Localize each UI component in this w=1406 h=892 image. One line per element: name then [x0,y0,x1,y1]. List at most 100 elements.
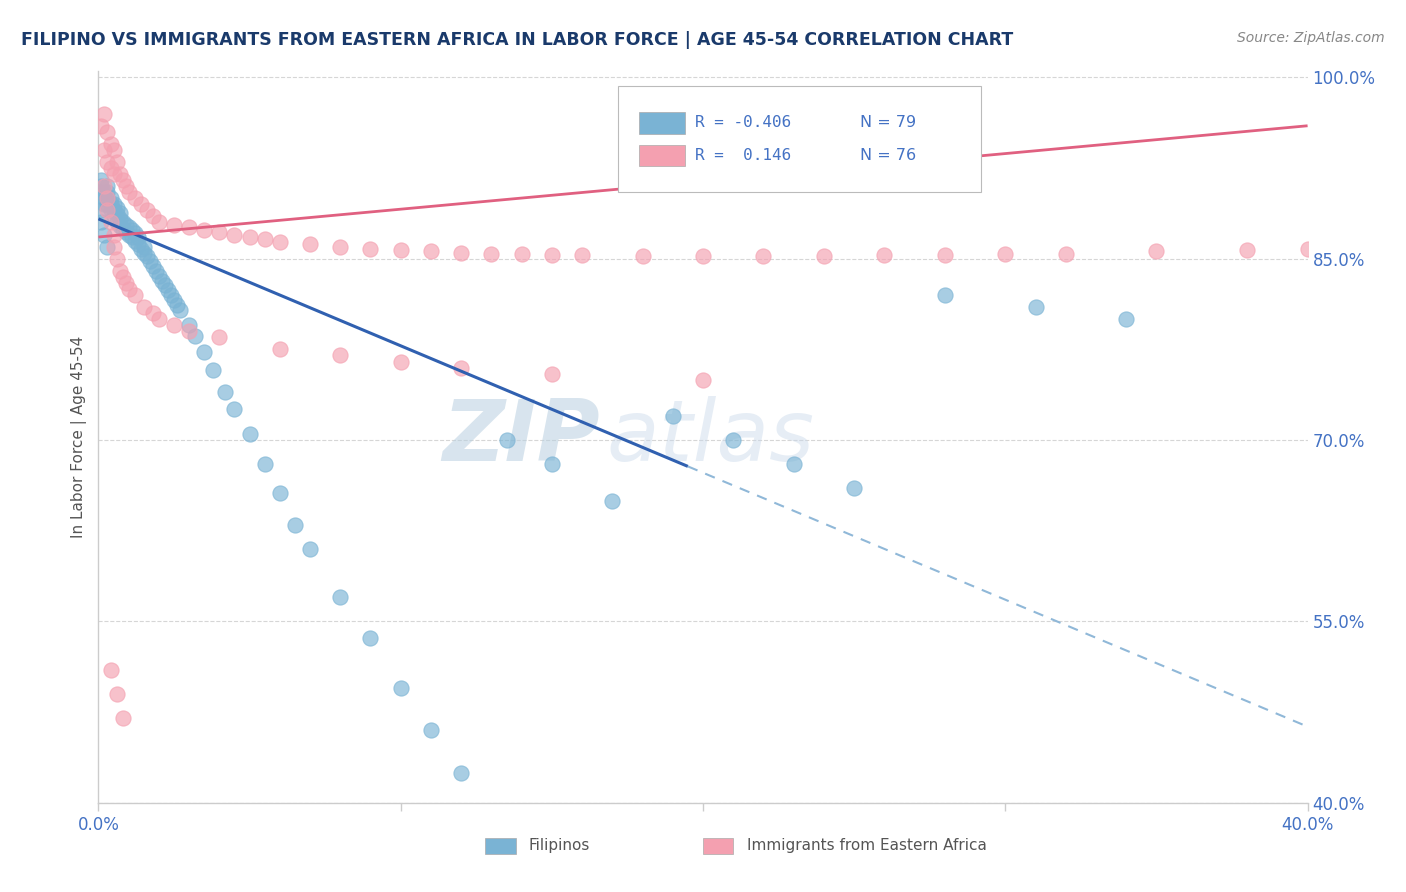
Point [360,242,382,256]
Point [90,203,112,218]
Point [124,227,146,241]
Point [96,155,118,169]
Point [103,227,125,242]
Point [129,197,152,211]
Point [111,215,134,229]
Point [129,242,152,256]
Point [96,191,118,205]
Point [96,186,118,200]
Point [105,207,128,221]
Point [752,249,775,263]
Point [692,249,714,263]
Point [1115,312,1137,326]
Point [783,457,806,471]
Point [121,223,143,237]
Point [329,240,352,254]
Point [163,293,186,307]
Point [360,632,382,646]
Point [163,318,186,333]
FancyBboxPatch shape [485,838,516,854]
Point [108,219,131,233]
Point [135,203,157,218]
Point [208,225,231,239]
Point [100,136,122,151]
Point [132,240,155,254]
Point [105,215,128,229]
Point [1236,244,1258,258]
Point [148,312,170,326]
Point [114,225,136,239]
Point [90,215,112,229]
Point [142,259,165,273]
Point [103,240,125,254]
Point [723,433,745,447]
Point [93,227,115,242]
Text: Filipinos: Filipinos [529,838,591,854]
Point [934,288,956,302]
Point [118,220,141,235]
Point [108,211,131,226]
Text: atlas: atlas [606,395,814,479]
Point [105,201,128,215]
Point [1144,244,1167,259]
Point [253,232,276,246]
Point [103,203,125,218]
Point [118,282,141,296]
Point [111,269,134,284]
Point [179,220,201,235]
Point [103,210,125,224]
Point [114,276,136,290]
FancyBboxPatch shape [638,112,685,134]
Point [96,191,118,205]
Point [160,288,183,302]
Point [329,349,352,363]
Point [93,179,115,194]
Point [631,249,654,263]
Point [450,360,472,375]
Point [150,273,173,287]
Text: R = -0.406: R = -0.406 [695,115,790,130]
FancyBboxPatch shape [619,86,981,192]
Point [450,765,472,780]
Text: N = 76: N = 76 [860,148,917,163]
Point [108,264,131,278]
Point [202,363,225,377]
Point [111,221,134,235]
Point [224,227,246,242]
Point [90,173,112,187]
Point [994,247,1017,261]
Text: Source: ZipAtlas.com: Source: ZipAtlas.com [1237,31,1385,45]
Point [96,203,118,218]
Point [108,206,131,220]
Point [1296,242,1319,256]
Point [139,254,162,268]
Point [1054,247,1077,261]
Point [420,723,443,738]
Point [93,143,115,157]
Point [105,252,128,266]
Point [93,191,115,205]
Point [118,227,141,242]
Point [103,143,125,157]
Point [100,203,122,218]
Point [184,329,207,343]
Point [844,482,866,496]
Point [118,186,141,200]
Point [163,218,186,232]
Point [90,119,112,133]
Point [540,457,562,471]
Text: FILIPINO VS IMMIGRANTS FROM EASTERN AFRICA IN LABOR FORCE | AGE 45-54 CORRELATIO: FILIPINO VS IMMIGRANTS FROM EASTERN AFRI… [21,31,1014,49]
Point [148,215,170,229]
Point [166,298,188,312]
Point [93,186,115,200]
Point [96,197,118,211]
Point [127,237,149,252]
Point [329,591,352,605]
Point [103,167,125,181]
Point [602,493,624,508]
Point [93,106,115,120]
Point [114,179,136,194]
Point [299,237,322,252]
Point [169,302,191,317]
Point [481,247,503,261]
